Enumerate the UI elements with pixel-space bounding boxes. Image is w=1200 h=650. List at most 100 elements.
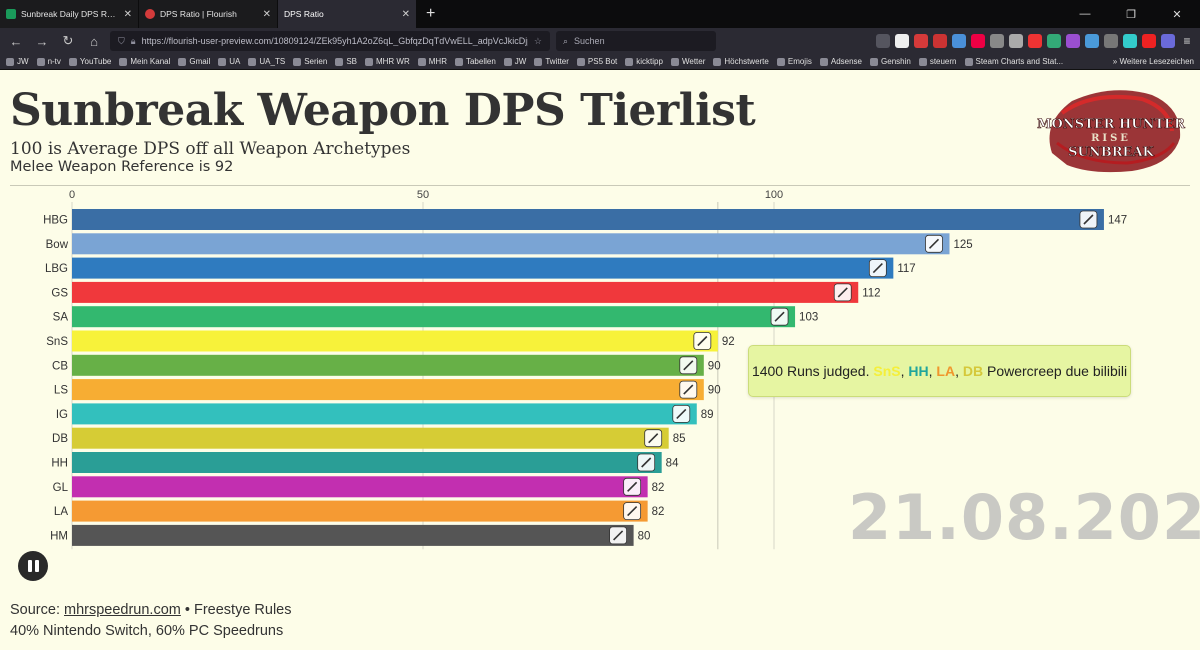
bar-value-label: 85 bbox=[673, 433, 686, 445]
bookmark-icon bbox=[670, 57, 679, 66]
bookmark-item[interactable]: Genshin bbox=[870, 57, 911, 66]
extension-icon[interactable] bbox=[1066, 34, 1080, 48]
weapon-icon bbox=[1083, 214, 1094, 225]
bookmark-icon bbox=[417, 57, 426, 66]
browser-tab-2[interactable]: DPS Ratio | Flourish ✕ bbox=[139, 0, 277, 28]
close-tab-icon[interactable]: ✕ bbox=[401, 8, 410, 20]
bookmark-item[interactable]: SB bbox=[335, 57, 357, 66]
extension-icon[interactable] bbox=[1161, 34, 1175, 48]
bookmark-icon bbox=[776, 57, 785, 66]
browser-tab-1[interactable]: Sunbreak Daily DPS Ratio for Flo ✕ bbox=[0, 0, 138, 28]
bookmark-item[interactable]: UA bbox=[218, 57, 240, 66]
tab-title: DPS Ratio | Flourish bbox=[160, 9, 237, 19]
minimize-icon[interactable]: — bbox=[1079, 8, 1091, 20]
browser-tab-3[interactable]: DPS Ratio ✕ bbox=[278, 0, 416, 28]
extension-icon[interactable] bbox=[1009, 34, 1023, 48]
bookmark-label: Gmail bbox=[189, 57, 211, 66]
library-icon[interactable] bbox=[876, 34, 890, 48]
bookmark-item[interactable]: Twitter bbox=[534, 57, 569, 66]
bookmark-label: SB bbox=[346, 57, 357, 66]
extension-icon[interactable] bbox=[1047, 34, 1061, 48]
window-controls: — ❐ ✕ bbox=[1062, 0, 1200, 28]
more-bookmarks[interactable]: » Weitere Lesezeichen bbox=[1112, 57, 1194, 66]
bookmark-icon bbox=[534, 57, 543, 66]
bookmark-item[interactable]: kicktipp bbox=[625, 57, 663, 66]
bookmark-item[interactable]: JW bbox=[6, 57, 29, 66]
bookmark-icon bbox=[870, 57, 879, 66]
bookmark-item[interactable]: Tabellen bbox=[454, 57, 496, 66]
source-link[interactable]: mhrspeedrun.com bbox=[64, 602, 181, 618]
bookmark-item[interactable]: YouTube bbox=[68, 57, 111, 66]
close-tab-icon[interactable]: ✕ bbox=[262, 8, 271, 20]
bar-category-label: DB bbox=[52, 433, 68, 445]
bookmark-item[interactable]: MHR bbox=[417, 57, 447, 66]
extension-icon[interactable] bbox=[952, 34, 966, 48]
forward-icon[interactable]: → bbox=[35, 33, 49, 49]
shield-icon: ⛉ bbox=[118, 35, 125, 46]
bar bbox=[72, 281, 859, 303]
bookmark-label: Twitter bbox=[545, 57, 569, 66]
extension-icon[interactable] bbox=[1123, 34, 1137, 48]
extension-icon[interactable] bbox=[1085, 34, 1099, 48]
back-icon[interactable]: ← bbox=[9, 33, 23, 49]
search-input[interactable]: ⌕ Suchen bbox=[556, 31, 716, 51]
bar bbox=[72, 257, 894, 279]
bar-category-label: IG bbox=[56, 409, 68, 421]
reload-icon[interactable]: ↻ bbox=[62, 33, 74, 48]
browser-navbar: ← → ↻ ⌂ ⛉ 🔒︎ https://flourish-user-previ… bbox=[0, 28, 1200, 54]
extension-icon[interactable] bbox=[971, 34, 985, 48]
menu-icon[interactable]: ≡ bbox=[1183, 34, 1191, 48]
extension-icon[interactable] bbox=[990, 34, 1004, 48]
bookmark-item[interactable]: Höchstwerte bbox=[713, 57, 769, 66]
extension-icon[interactable] bbox=[1028, 34, 1042, 48]
close-tab-icon[interactable]: ✕ bbox=[123, 8, 132, 20]
bar bbox=[72, 403, 697, 425]
extension-icon[interactable] bbox=[1142, 34, 1156, 48]
page-subtitle: 100 is Average DPS off all Weapon Archet… bbox=[10, 139, 411, 159]
bookmark-icon bbox=[6, 57, 14, 66]
bookmark-label: Tabellen bbox=[465, 57, 496, 66]
bookmark-item[interactable]: Mein Kanal bbox=[119, 57, 170, 66]
url-bar[interactable]: ⛉ 🔒︎ https://flourish-user-preview.com/1… bbox=[110, 31, 550, 51]
bookmark-label: Mein Kanal bbox=[130, 57, 171, 66]
restore-icon[interactable]: ❐ bbox=[1126, 8, 1136, 21]
bar-value-label: 125 bbox=[954, 239, 973, 251]
new-tab-button[interactable]: + bbox=[426, 5, 436, 22]
bookmark-item[interactable]: Wetter bbox=[670, 57, 705, 66]
bookmark-item[interactable]: Steam Charts and Stat... bbox=[964, 57, 1063, 66]
bar bbox=[72, 452, 662, 473]
extension-icon[interactable] bbox=[1104, 34, 1118, 48]
x-tick-label: 100 bbox=[765, 189, 783, 201]
x-tick-label: 50 bbox=[417, 189, 429, 201]
bookmark-label: UA bbox=[229, 57, 241, 66]
bookmark-item[interactable]: JW bbox=[503, 57, 526, 66]
pause-button[interactable] bbox=[18, 551, 48, 581]
callout-separator: , bbox=[955, 363, 963, 379]
bookmark-icon bbox=[178, 57, 187, 66]
bookmark-item[interactable]: Gmail bbox=[178, 57, 210, 66]
bookmark-item[interactable]: Serien bbox=[293, 57, 327, 66]
callout-highlight-la: LA bbox=[936, 363, 956, 379]
extension-icon[interactable] bbox=[933, 34, 947, 48]
annotation-callout: 1400 Runs judged. SnS , HH , LA , DB Pow… bbox=[748, 345, 1131, 397]
bookmark-item[interactable]: PS5 Bot bbox=[576, 57, 617, 66]
bookmark-item[interactable]: n-tv bbox=[36, 57, 61, 66]
close-window-icon[interactable]: ✕ bbox=[1172, 8, 1182, 21]
bookmark-item[interactable]: UA_TS bbox=[248, 57, 285, 66]
bookmark-item[interactable]: steuern bbox=[918, 57, 957, 66]
source-note: Source: mhrspeedrun.com • Freestye Rules bbox=[10, 602, 292, 618]
browser-tab-strip: Sunbreak Daily DPS Ratio for Flo ✕ DPS R… bbox=[0, 0, 1200, 28]
bookmark-item[interactable]: MHR WR bbox=[364, 57, 410, 66]
bookmark-item[interactable]: Emojis bbox=[776, 57, 812, 66]
extension-icon[interactable] bbox=[895, 34, 909, 48]
bar bbox=[72, 524, 634, 546]
bookmark-icon bbox=[68, 57, 77, 66]
bookmark-icon bbox=[364, 57, 373, 66]
bookmark-star-icon[interactable]: ☆ bbox=[533, 35, 542, 46]
bookmark-label: n-tv bbox=[47, 57, 61, 66]
extension-icon[interactable] bbox=[914, 34, 928, 48]
bookmark-item[interactable]: Adsense bbox=[819, 57, 862, 66]
bookmark-label: Emojis bbox=[787, 57, 812, 66]
weapon-icon bbox=[648, 433, 659, 444]
home-icon[interactable]: ⌂ bbox=[90, 33, 98, 49]
